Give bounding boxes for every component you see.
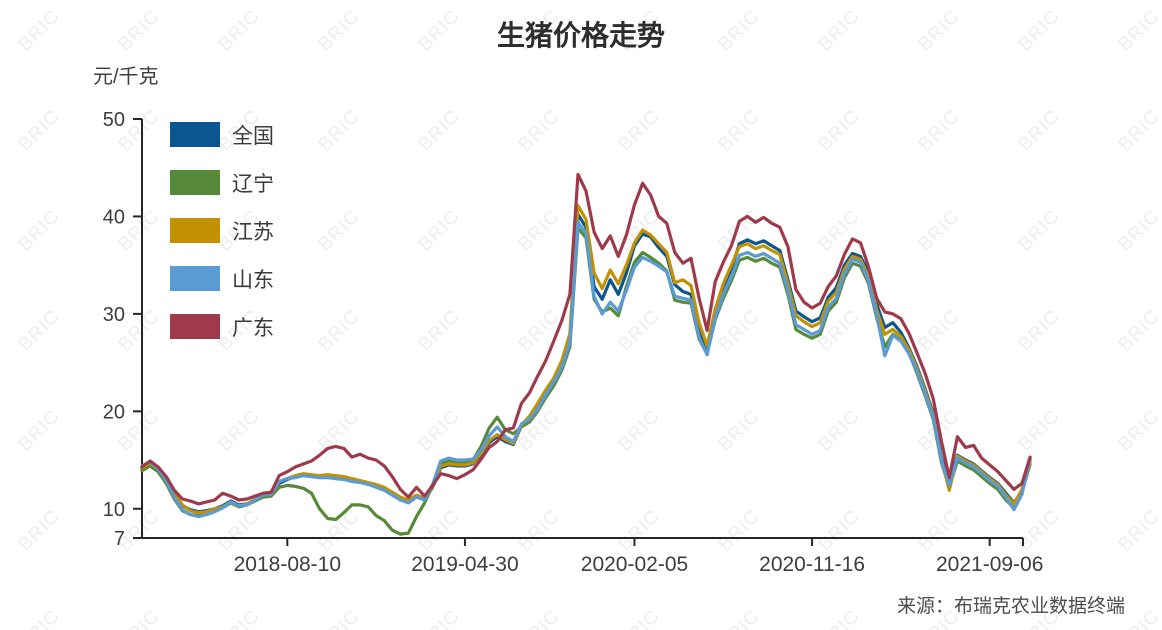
legend-item-guangdong[interactable]: 广东	[170, 314, 274, 340]
y-tick-label: 30	[103, 304, 125, 326]
legend-item-jiangsu[interactable]: 江苏	[170, 218, 274, 244]
series-line-guangdong	[140, 172, 1032, 506]
x-tick-label: 2019-04-30	[411, 553, 518, 576]
y-axis-unit-label: 元/千克	[93, 66, 159, 88]
legend-label-guangdong: 广东	[232, 316, 274, 340]
y-tick-label: 20	[103, 401, 125, 423]
legend-swatch-jiangsu	[170, 218, 220, 243]
y-tick-label: 50	[103, 109, 125, 131]
x-tick-label: 2020-11-16	[759, 553, 865, 576]
legend-swatch-liaoning	[170, 170, 220, 195]
series-line-national	[140, 212, 1032, 514]
legend-item-shandong[interactable]: 山东	[170, 266, 274, 292]
series-line-shandong	[140, 220, 1032, 519]
chart-title: 生猪价格走势	[496, 20, 665, 51]
x-tick-label: 2020-02-05	[581, 553, 688, 576]
legend-swatch-shandong	[170, 266, 220, 291]
legend-label-jiangsu: 江苏	[232, 220, 274, 244]
x-tick-label: 2021-09-06	[936, 553, 1043, 576]
legend-item-national[interactable]: 全国	[170, 122, 274, 148]
legend-label-shandong: 山东	[232, 268, 274, 292]
legend-swatch-guangdong	[170, 314, 220, 339]
series-line-jiangsu	[140, 204, 1032, 515]
source-note: 来源：布瑞克农业数据终端	[896, 596, 1125, 617]
legend-label-national: 全国	[232, 124, 274, 148]
legend: 全国辽宁江苏山东广东	[170, 122, 274, 362]
y-tick-label: 7	[114, 528, 125, 550]
legend-label-liaoning: 辽宁	[232, 172, 274, 196]
y-tick-label: 10	[103, 499, 125, 521]
x-tick-label: 2018-08-10	[234, 553, 341, 576]
legend-item-liaoning[interactable]: 辽宁	[170, 170, 274, 196]
legend-swatch-national	[170, 122, 220, 147]
y-tick-label: 40	[103, 206, 125, 228]
